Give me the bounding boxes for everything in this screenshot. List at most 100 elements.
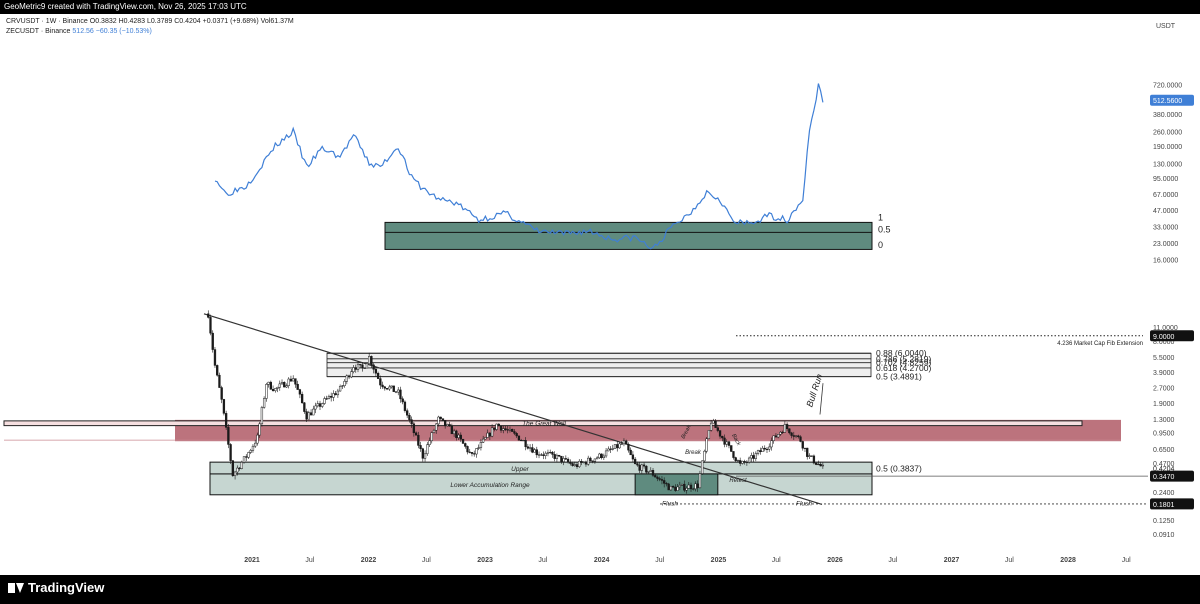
candle-body (477, 447, 480, 449)
candle-body (401, 398, 404, 403)
candle-body (368, 356, 371, 364)
candle-body (238, 467, 241, 469)
candle-body (224, 413, 228, 428)
candle-body (325, 398, 328, 400)
candle-body (403, 401, 407, 411)
candle-body (283, 382, 286, 388)
candle-body (747, 457, 751, 463)
target-price-badge-bg (1150, 330, 1194, 342)
support-price-badge: 0.3470 (1153, 474, 1175, 481)
candle-body (408, 414, 411, 420)
price-plot[interactable]: 720.0000 380.0000 260.0000 190.0000 130.0000… (0, 14, 1200, 575)
candle-body (528, 447, 532, 449)
candle-body (618, 443, 621, 449)
candle-body (692, 488, 695, 490)
zec-price-badge-bg (1150, 94, 1194, 106)
y-tick-label: 2.7000 (1153, 386, 1175, 393)
candle-body (531, 447, 534, 453)
candle-body (379, 378, 382, 386)
candle-body (354, 367, 357, 370)
y-tick-label: 190.0000 (1153, 144, 1182, 151)
candle-body (721, 435, 724, 439)
candle-body (808, 455, 811, 457)
candle-body (254, 442, 257, 447)
candle-body (258, 423, 261, 436)
y-tick-label: 0.6500 (1153, 447, 1175, 454)
candle-body (376, 372, 380, 379)
candle-body (696, 483, 699, 489)
y-tick-label: 0.1250 (1153, 518, 1175, 525)
candle-body (323, 398, 326, 404)
candle-body (524, 440, 527, 447)
lower-range-box (209, 473, 873, 496)
candle-body (303, 402, 306, 412)
candle-body (732, 451, 735, 458)
candle-body (591, 460, 594, 462)
candle-body (365, 363, 369, 369)
x-tick-label: 2021 (244, 557, 260, 564)
y-tick-label: 0.2400 (1153, 490, 1175, 497)
candle-body (593, 458, 597, 462)
x-tick-label: 2023 (477, 557, 493, 564)
candle-body (680, 483, 684, 486)
candle-body (765, 448, 769, 450)
candle-body (743, 461, 746, 463)
flush-box (634, 473, 719, 496)
x-tick-label: Jul (305, 557, 314, 564)
y-tick-label: 3.9000 (1153, 370, 1175, 377)
candle-body (450, 425, 454, 435)
candle-body (345, 375, 348, 382)
x-tick-label: 2022 (361, 557, 377, 564)
candle-body (600, 453, 603, 458)
candle-body (262, 398, 266, 408)
candle-body (414, 432, 418, 436)
candle-body (736, 460, 740, 462)
candle-body (312, 408, 315, 416)
tradingview-logo-icon (8, 583, 24, 593)
crv-price-label: 0.4204 (1153, 466, 1175, 473)
candle-body (777, 434, 780, 438)
candle-body (812, 455, 816, 464)
candle-body (452, 430, 456, 435)
x-tick-label: Jul (422, 557, 431, 564)
candle-body (309, 412, 313, 416)
candle-body (256, 434, 259, 444)
candle-body (430, 432, 433, 442)
candle-body (654, 475, 657, 478)
candle-body (535, 449, 538, 456)
candle-body (645, 465, 648, 473)
candle-body (448, 424, 451, 427)
flush-label: Flush (796, 501, 812, 508)
candle-body (493, 427, 496, 430)
candle-body (669, 486, 673, 491)
candle-body (781, 431, 784, 434)
candle-body (240, 462, 243, 469)
candle-body (633, 458, 637, 464)
candle-body (723, 437, 726, 445)
candle-body (799, 436, 802, 442)
tradingview-logo-text: TradingView (28, 580, 105, 595)
zec-box-level: 0.5 (878, 224, 891, 234)
target-price-badge: 9.0000 (1153, 334, 1175, 341)
candle-body (642, 464, 646, 467)
candle-body (580, 460, 583, 463)
candle-body (638, 464, 641, 471)
candle-body (300, 393, 304, 404)
candle-body (790, 432, 793, 436)
zec-legend-name: ZECUSDT · Binance (6, 28, 71, 35)
chart-area[interactable]: CRVUSDT · 1W · Binance O0.3832 H0.4283 L… (0, 14, 1200, 575)
great-wall-label: The Great Wall (522, 421, 566, 428)
candle-body (647, 471, 650, 473)
footer-bar: TradingView (0, 575, 1200, 604)
candle-body (321, 403, 324, 407)
y-tick-label: 1.9000 (1153, 401, 1175, 408)
tradingview-logo: TradingView (8, 580, 104, 595)
great-wall-band (3, 420, 1083, 427)
candle-body (640, 464, 643, 471)
candle-body (613, 444, 617, 449)
x-tick-label: 2027 (944, 557, 960, 564)
candle-body (316, 403, 319, 407)
y-axis-unit: USDT (1156, 23, 1176, 30)
candle-body (752, 455, 755, 459)
y-tick-label: 130.0000 (1153, 161, 1182, 168)
